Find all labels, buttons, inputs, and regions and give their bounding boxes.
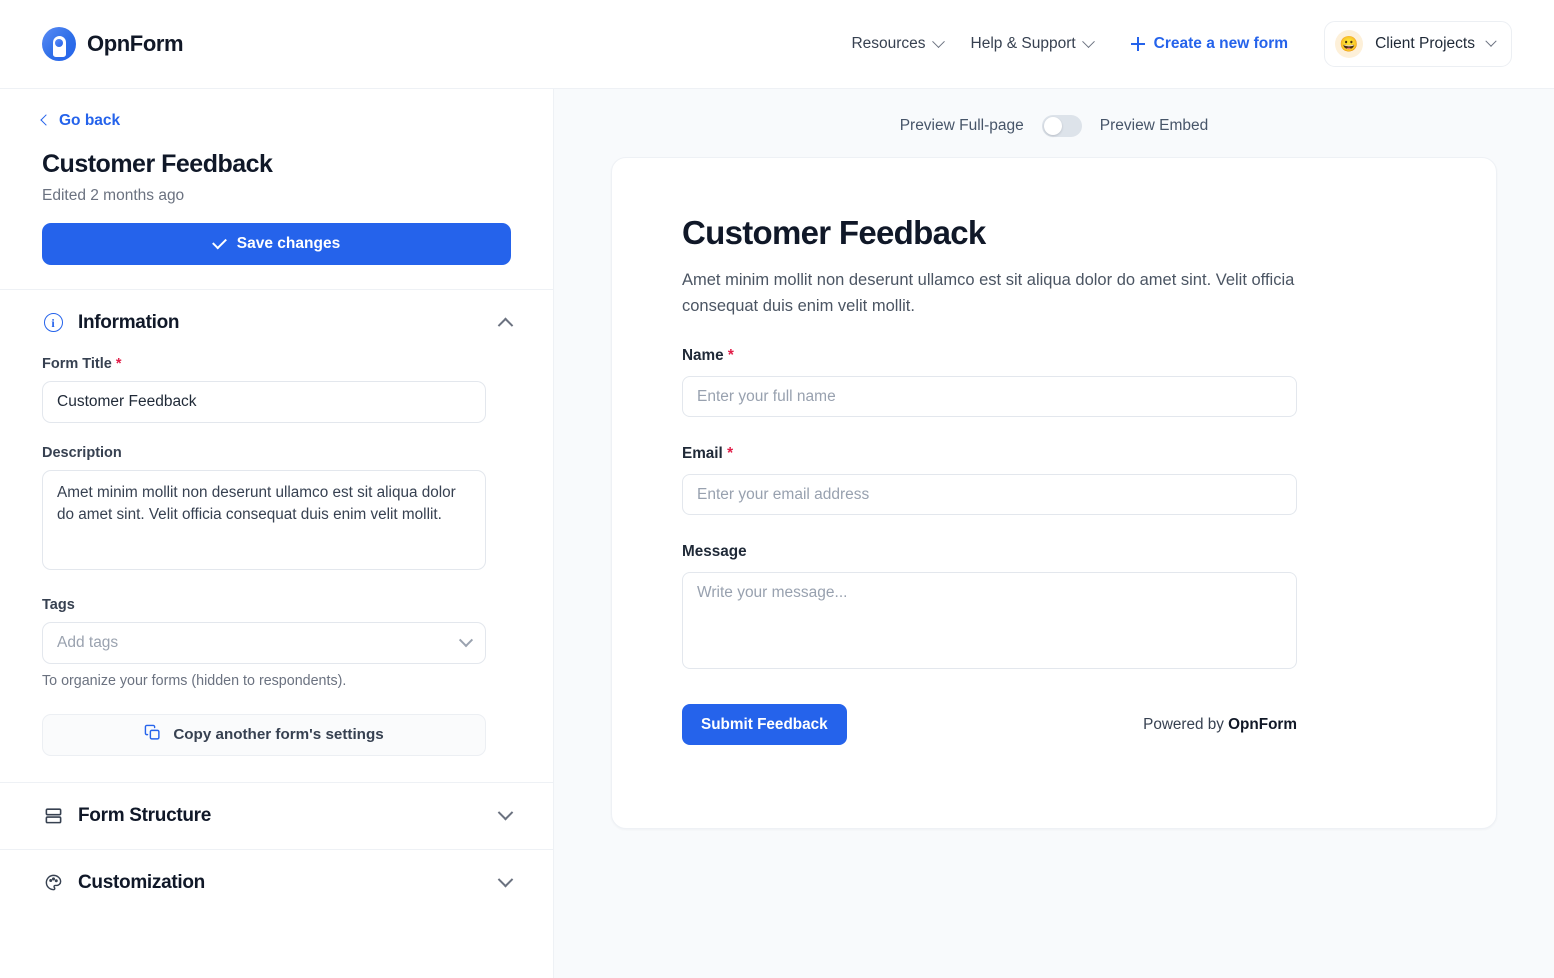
section-body-information: Form Title * Description Tags Add tags T… [0,356,553,756]
form-title-label-text: Form Title [42,355,112,372]
chevron-down-icon [1485,35,1497,47]
palette-icon [42,872,64,894]
sidebar-divider-top [0,288,553,290]
form-title-input[interactable] [42,380,486,423]
nav-item-help-support[interactable]: Help & Support [957,27,1107,61]
chevron-down-icon [931,34,945,48]
brand-logo[interactable]: OpnForm [42,27,184,61]
save-changes-label: Save changes [236,234,341,252]
powered-by-text: Powered by OpnForm [1143,716,1297,734]
create-new-form-label: Create a new form [1153,35,1289,52]
last-edited-text: Edited 2 months ago [42,186,185,204]
section-header-information[interactable]: i Information [0,290,553,356]
preview-field-email: Email * [682,445,1426,516]
preview-field-message: Message [682,543,1426,674]
preview-field-label: Email * [682,445,1426,463]
preview-form-footer: Submit Feedback Powered by OpnForm [682,704,1297,746]
chevron-down-icon[interactable] [497,871,514,888]
preview-field-label: Name * [682,347,1426,365]
field-tags: Tags Add tags To organize your forms (hi… [42,597,511,689]
section-title: Customization [78,871,205,893]
avatar: 😀 [1335,30,1364,58]
required-marker: * [115,355,122,372]
copy-form-settings-label: Copy another form's settings [173,726,384,743]
sidebar-divider-mid [0,781,553,783]
chevron-down-icon[interactable] [497,804,514,821]
preview-mode-toggle-row: Preview Full-page Preview Embed [554,89,1554,137]
chevron-left-icon [40,114,52,126]
field-label: Form Title * [42,356,511,372]
switch-knob [1043,117,1062,135]
copy-form-settings-button[interactable]: Copy another form's settings [42,713,486,756]
preview-panel: Preview Full-page Preview Embed Customer… [554,89,1554,978]
workspace-label: Client Projects [1375,35,1475,52]
go-back-link[interactable]: Go back [40,111,121,130]
brand-name: OpnForm [87,31,184,56]
section-title: Information [78,311,180,333]
preview-name-input[interactable] [682,376,1297,418]
tags-select[interactable]: Add tags [42,621,486,664]
submit-feedback-button[interactable]: Submit Feedback [682,704,847,746]
preview-embed-label: Preview Embed [1099,117,1209,134]
preview-email-input[interactable] [682,474,1297,516]
page-title: Customer Feedback [42,149,273,178]
preview-form-title: Customer Feedback [682,214,986,251]
copy-icon [144,724,161,745]
preview-email-label-text: Email [682,445,723,463]
section-header-customization[interactable]: Customization [0,850,553,916]
main-nav: Resources Help & Support Create a new fo… [837,21,1512,67]
preview-name-label-text: Name [682,347,724,365]
nav-item-label: Resources [851,35,926,52]
powered-by-prefix: Powered by [1143,715,1229,733]
tags-hint: To organize your forms (hidden to respon… [42,672,347,689]
create-new-form-button[interactable]: Create a new form [1117,27,1302,61]
tags-placeholder: Add tags [57,633,119,651]
form-preview-card: Customer Feedback Amet minim mollit non … [611,157,1497,829]
workspace-switcher[interactable]: 😀 Client Projects [1324,21,1512,67]
preview-message-label: Message [682,543,747,561]
preview-fullpage-label: Preview Full-page [899,117,1024,134]
opnform-logo-icon [42,27,76,61]
tags-label: Tags [42,596,75,613]
nav-item-label: Help & Support [970,35,1076,52]
section-header-form-structure[interactable]: Form Structure [0,783,553,849]
required-marker: * [727,445,734,463]
section-title: Form Structure [78,804,212,826]
description-label: Description [42,444,122,461]
chevron-up-icon[interactable] [497,317,514,334]
preview-field-name: Name * [682,347,1426,418]
preview-message-textarea[interactable] [682,572,1297,670]
save-changes-button[interactable]: Save changes [42,222,511,265]
app-header: OpnForm Resources Help & Support Create … [0,0,1554,89]
go-back-label: Go back [59,111,121,129]
check-icon [211,234,227,249]
field-description: Description [42,445,511,575]
nav-item-resources[interactable]: Resources [837,27,956,61]
chevron-down-icon [1081,34,1095,48]
preview-form-description: Amet minim mollit non deserunt ullamco e… [682,271,1295,316]
layout-rows-icon [42,805,64,827]
chevron-down-icon [458,632,474,647]
form-editor-sidebar: Go back Customer Feedback Edited 2 month… [0,89,554,978]
sidebar-divider-bottom [0,848,553,850]
plus-icon [1130,37,1145,51]
required-marker: * [727,347,734,365]
description-textarea[interactable] [42,469,486,570]
powered-by-brand: OpnForm [1228,715,1297,733]
preview-mode-switch[interactable] [1041,115,1082,137]
info-circle-icon: i [42,312,64,334]
field-form-title: Form Title * [42,356,511,423]
